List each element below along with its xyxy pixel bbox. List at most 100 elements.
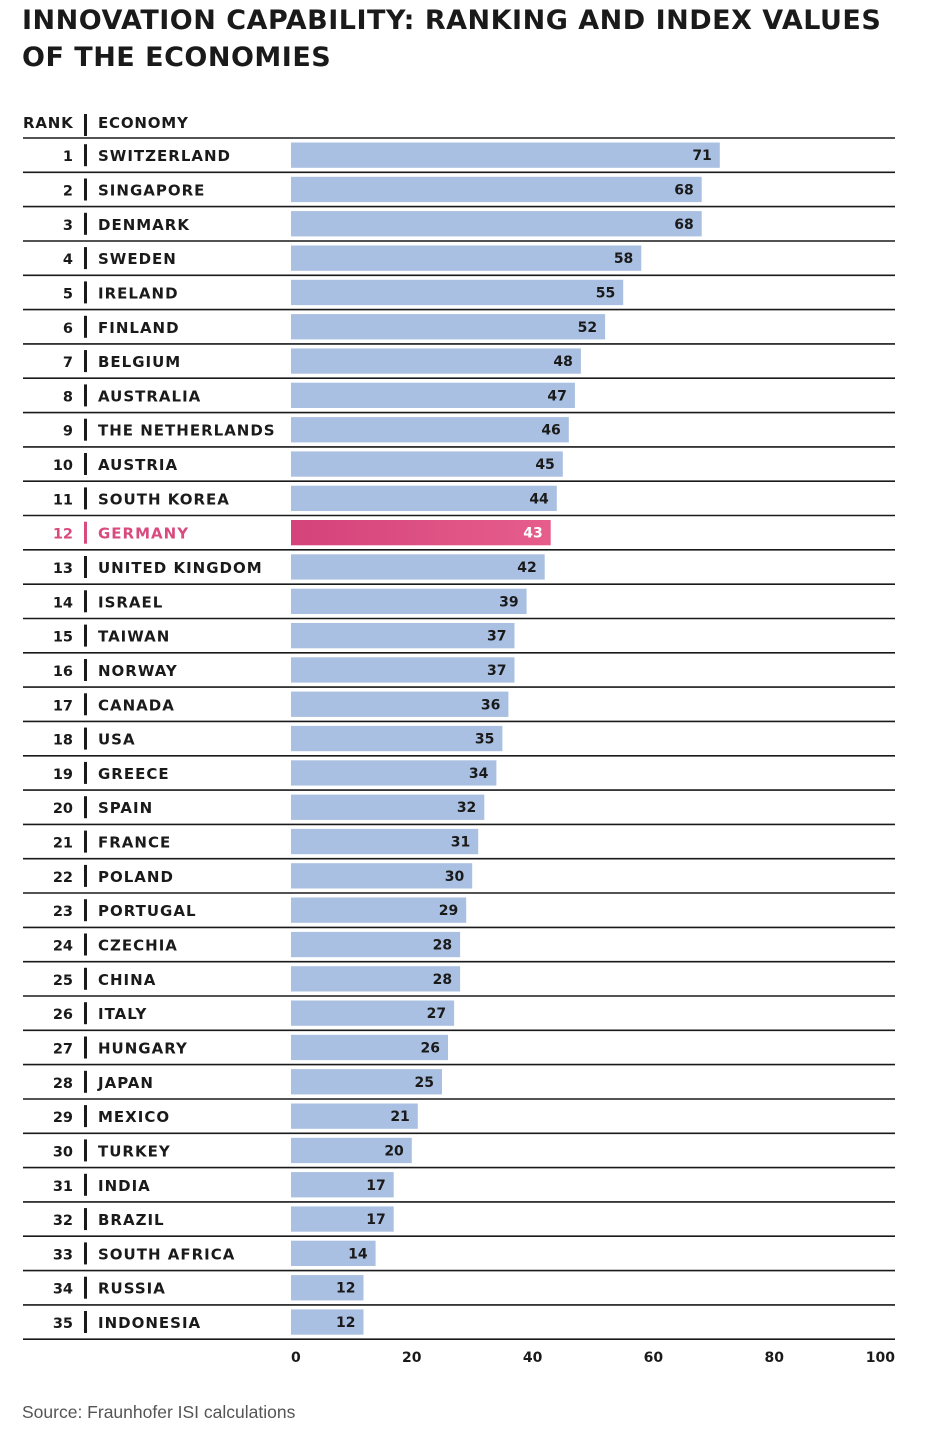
rank-label: 19 bbox=[53, 767, 73, 783]
rank-separator bbox=[84, 1002, 87, 1025]
rank-label: 30 bbox=[53, 1144, 73, 1160]
economy-label: CZECHIA bbox=[98, 937, 178, 955]
rank-label: 2 bbox=[63, 184, 73, 200]
economy-label: SOUTH KOREA bbox=[98, 490, 230, 508]
rank-label: 13 bbox=[53, 561, 73, 577]
economy-label: UNITED KINGDOM bbox=[98, 559, 263, 577]
economy-label: SWEDEN bbox=[98, 250, 177, 268]
rank-label: 5 bbox=[63, 286, 73, 302]
rank-separator bbox=[84, 590, 87, 613]
bar bbox=[291, 348, 581, 374]
economy-label: GERMANY bbox=[98, 525, 189, 543]
rank-separator bbox=[84, 1242, 87, 1265]
rank-label: 29 bbox=[53, 1110, 73, 1126]
rank-separator bbox=[84, 967, 87, 990]
value-label: 30 bbox=[445, 869, 465, 885]
rank-label: 21 bbox=[53, 836, 73, 852]
economy-label: CANADA bbox=[98, 696, 175, 714]
bar bbox=[291, 1275, 364, 1301]
economy-label: USA bbox=[98, 731, 136, 749]
rank-separator bbox=[84, 281, 87, 304]
x-tick-label: 0 bbox=[291, 1350, 301, 1366]
economy-label: GREECE bbox=[98, 765, 170, 783]
value-label: 17 bbox=[366, 1212, 385, 1228]
bar bbox=[291, 1172, 394, 1198]
rank-label: 27 bbox=[53, 1042, 73, 1058]
rank-separator bbox=[84, 830, 87, 853]
economy-label: IRELAND bbox=[98, 284, 179, 302]
value-label: 35 bbox=[475, 732, 494, 748]
rank-separator bbox=[84, 796, 87, 819]
value-label: 14 bbox=[348, 1246, 368, 1262]
bar bbox=[291, 451, 563, 477]
bar bbox=[291, 623, 515, 649]
value-label: 71 bbox=[692, 148, 711, 164]
rank-label: 16 bbox=[53, 664, 73, 680]
x-tick-label: 40 bbox=[523, 1350, 543, 1366]
value-label: 48 bbox=[553, 354, 572, 370]
value-label: 32 bbox=[457, 800, 476, 816]
bar bbox=[291, 1206, 394, 1232]
rank-separator bbox=[84, 727, 87, 750]
economy-label: POLAND bbox=[98, 868, 174, 886]
economy-label: NORWAY bbox=[98, 662, 178, 680]
economy-label: MEXICO bbox=[98, 1108, 170, 1126]
rank-column-header: RANK bbox=[23, 114, 74, 132]
rank-label: 9 bbox=[63, 424, 73, 440]
value-label: 58 bbox=[614, 251, 633, 267]
rank-separator bbox=[84, 556, 87, 578]
value-label: 21 bbox=[390, 1109, 409, 1125]
bar bbox=[291, 657, 515, 683]
economy-label: SOUTH AFRICA bbox=[98, 1245, 235, 1263]
rank-separator bbox=[84, 144, 87, 167]
rank-separator bbox=[84, 487, 87, 510]
rank-label: 1 bbox=[63, 149, 73, 165]
value-label: 28 bbox=[433, 938, 452, 954]
rank-label: 26 bbox=[53, 1007, 73, 1023]
rank-label: 25 bbox=[53, 973, 73, 989]
value-label: 25 bbox=[415, 1075, 434, 1091]
economy-label: CHINA bbox=[98, 971, 156, 989]
bar bbox=[291, 211, 702, 237]
value-label: 47 bbox=[547, 388, 566, 404]
value-label: 39 bbox=[499, 594, 518, 610]
economy-column-header: ECONOMY bbox=[98, 114, 189, 132]
source-note: Source: Fraunhofer ISI calculations bbox=[22, 1402, 296, 1422]
economy-label: INDONESIA bbox=[98, 1314, 201, 1332]
bar bbox=[291, 1309, 364, 1335]
value-label: 17 bbox=[366, 1178, 385, 1194]
value-label: 28 bbox=[433, 972, 452, 988]
value-label: 12 bbox=[336, 1315, 355, 1331]
rank-separator bbox=[84, 178, 87, 201]
bar bbox=[291, 1000, 455, 1026]
economy-label: SPAIN bbox=[98, 799, 153, 817]
economy-label: ISRAEL bbox=[98, 593, 163, 611]
rank-separator bbox=[84, 453, 87, 475]
bar bbox=[291, 142, 720, 168]
bar bbox=[291, 691, 509, 717]
bar bbox=[291, 897, 467, 923]
economy-label: HUNGARY bbox=[98, 1040, 188, 1058]
economy-label: AUSTRIA bbox=[98, 456, 178, 474]
rank-separator bbox=[84, 1276, 87, 1299]
value-label: 55 bbox=[596, 285, 615, 301]
x-tick-label: 60 bbox=[644, 1350, 664, 1366]
rank-label: 24 bbox=[53, 939, 73, 955]
rank-label: 32 bbox=[53, 1213, 73, 1229]
value-label: 12 bbox=[336, 1281, 355, 1297]
rank-label: 7 bbox=[63, 355, 73, 371]
bar bbox=[291, 1069, 442, 1095]
economy-label: PORTUGAL bbox=[98, 902, 197, 920]
rank-separator bbox=[84, 212, 87, 235]
bar bbox=[291, 1240, 376, 1266]
rank-label: 22 bbox=[53, 870, 73, 886]
rank-label: 20 bbox=[53, 801, 73, 817]
rank-separator bbox=[84, 384, 87, 407]
rank-separator bbox=[84, 933, 87, 956]
economy-label: DENMARK bbox=[98, 216, 190, 234]
value-label: 68 bbox=[674, 183, 693, 199]
bar bbox=[291, 828, 479, 855]
bar bbox=[291, 966, 461, 992]
bar bbox=[291, 245, 642, 271]
